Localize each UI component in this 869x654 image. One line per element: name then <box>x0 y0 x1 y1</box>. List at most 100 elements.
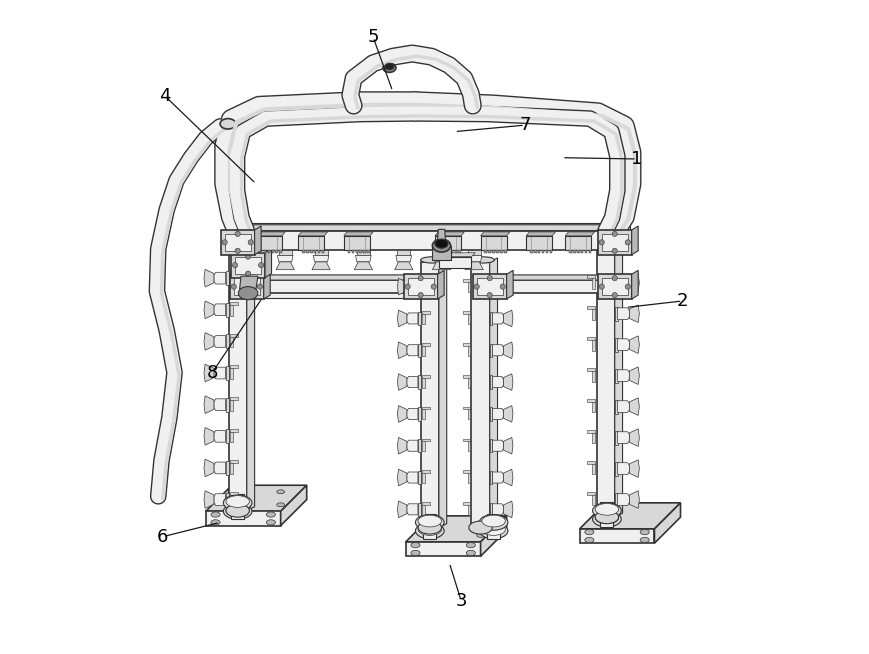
Polygon shape <box>480 236 506 250</box>
Polygon shape <box>492 250 494 252</box>
Ellipse shape <box>640 530 648 535</box>
Polygon shape <box>203 396 214 413</box>
Polygon shape <box>587 275 594 278</box>
Polygon shape <box>472 274 506 299</box>
Ellipse shape <box>418 524 441 536</box>
Polygon shape <box>492 504 503 515</box>
Ellipse shape <box>471 257 494 263</box>
Ellipse shape <box>596 245 619 251</box>
Ellipse shape <box>481 515 505 527</box>
Ellipse shape <box>594 511 618 524</box>
Polygon shape <box>464 262 482 269</box>
Polygon shape <box>229 428 237 432</box>
Polygon shape <box>229 463 232 473</box>
Polygon shape <box>397 279 407 295</box>
Polygon shape <box>225 398 229 412</box>
Polygon shape <box>587 492 594 495</box>
Polygon shape <box>363 250 366 252</box>
Polygon shape <box>229 366 237 368</box>
Ellipse shape <box>476 534 484 538</box>
Polygon shape <box>302 250 304 252</box>
Polygon shape <box>229 495 232 506</box>
Ellipse shape <box>487 275 492 281</box>
Polygon shape <box>489 280 614 293</box>
Polygon shape <box>549 250 552 252</box>
Ellipse shape <box>592 511 620 527</box>
Polygon shape <box>405 542 480 557</box>
Polygon shape <box>405 516 506 542</box>
Polygon shape <box>462 439 470 441</box>
Polygon shape <box>529 250 532 252</box>
Polygon shape <box>421 262 438 528</box>
Polygon shape <box>421 502 429 505</box>
Polygon shape <box>229 271 237 273</box>
Polygon shape <box>395 262 413 269</box>
Polygon shape <box>503 374 513 390</box>
Ellipse shape <box>584 530 594 535</box>
Ellipse shape <box>428 534 435 538</box>
Polygon shape <box>492 281 503 292</box>
Polygon shape <box>309 250 312 252</box>
Ellipse shape <box>410 543 420 548</box>
Polygon shape <box>579 529 653 543</box>
Polygon shape <box>631 270 638 299</box>
Polygon shape <box>628 429 639 447</box>
Polygon shape <box>467 377 470 388</box>
Polygon shape <box>421 470 429 473</box>
Ellipse shape <box>232 262 237 267</box>
Ellipse shape <box>479 515 507 530</box>
Polygon shape <box>614 276 617 290</box>
Ellipse shape <box>384 63 394 70</box>
Polygon shape <box>466 255 481 262</box>
Polygon shape <box>458 250 461 252</box>
Ellipse shape <box>594 504 618 515</box>
Polygon shape <box>255 232 285 236</box>
Polygon shape <box>576 250 579 252</box>
Polygon shape <box>434 232 464 236</box>
Polygon shape <box>203 428 214 445</box>
Polygon shape <box>417 280 421 293</box>
Polygon shape <box>397 501 407 518</box>
Polygon shape <box>395 255 411 262</box>
Ellipse shape <box>257 284 262 289</box>
Ellipse shape <box>229 244 251 250</box>
Polygon shape <box>275 262 294 269</box>
Polygon shape <box>489 312 492 325</box>
Polygon shape <box>492 377 503 388</box>
Polygon shape <box>617 277 628 288</box>
Polygon shape <box>541 250 544 252</box>
Polygon shape <box>247 275 429 280</box>
Polygon shape <box>225 492 229 507</box>
Polygon shape <box>229 400 232 411</box>
Polygon shape <box>600 502 613 527</box>
Polygon shape <box>480 232 509 236</box>
Polygon shape <box>343 236 369 250</box>
Polygon shape <box>421 343 429 346</box>
Polygon shape <box>467 473 470 483</box>
Polygon shape <box>314 250 316 252</box>
Polygon shape <box>597 274 631 299</box>
Polygon shape <box>421 314 424 324</box>
Polygon shape <box>417 439 421 453</box>
Polygon shape <box>592 464 594 474</box>
Polygon shape <box>231 252 265 277</box>
Polygon shape <box>221 230 255 254</box>
Polygon shape <box>417 312 421 325</box>
Polygon shape <box>229 337 232 347</box>
Polygon shape <box>492 440 503 451</box>
Polygon shape <box>231 494 244 519</box>
Polygon shape <box>421 279 429 282</box>
Polygon shape <box>614 400 617 414</box>
Polygon shape <box>587 461 594 464</box>
Polygon shape <box>229 225 626 231</box>
Text: 6: 6 <box>157 528 169 545</box>
Ellipse shape <box>434 239 448 249</box>
Polygon shape <box>255 226 261 254</box>
Ellipse shape <box>500 284 505 289</box>
Polygon shape <box>628 274 639 292</box>
Ellipse shape <box>418 515 441 527</box>
Polygon shape <box>306 250 308 252</box>
Ellipse shape <box>405 284 410 289</box>
Polygon shape <box>278 250 291 255</box>
Ellipse shape <box>222 240 227 245</box>
